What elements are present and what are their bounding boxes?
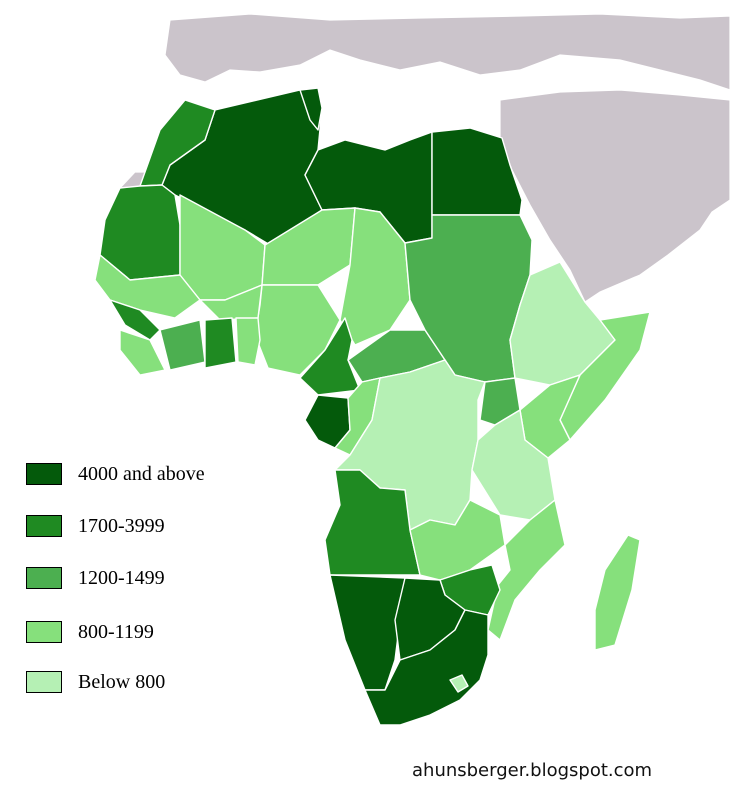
region-tunisia — [299, 87, 323, 131]
region-togo-benin — [235, 317, 261, 366]
europe-land — [164, 13, 731, 91]
legend-swatch — [26, 567, 62, 589]
region-madagascar — [594, 534, 641, 651]
legend-swatch — [26, 671, 62, 693]
legend-item: 1200-1499 — [26, 566, 165, 590]
legend-swatch — [26, 515, 62, 537]
region-zambia — [409, 499, 506, 581]
middle-east-land — [499, 89, 731, 303]
legend-swatch — [26, 463, 62, 485]
region-guinea — [109, 299, 161, 341]
region-south-africa — [364, 609, 489, 726]
region-tanzania — [471, 409, 556, 521]
credit-text: ahunsberger.blogspot.com — [412, 760, 653, 781]
region-burkina — [199, 284, 263, 321]
legend-item: 1700-3999 — [26, 514, 165, 538]
region-cote-divoire — [159, 319, 206, 371]
region-west-coast — [119, 329, 166, 376]
legend-label: 800-1199 — [78, 620, 154, 643]
region-ghana — [204, 317, 237, 369]
legend-label: 1200-1499 — [78, 566, 165, 589]
legend-label: 4000 and above — [78, 462, 205, 485]
legend-item: Below 800 — [26, 670, 165, 694]
region-senegal-area — [94, 254, 201, 319]
region-cameroon — [299, 317, 361, 396]
legend-item: 800-1199 — [26, 620, 154, 644]
legend-label: Below 800 — [78, 670, 166, 693]
legend-item: 4000 and above — [26, 462, 205, 486]
legend-swatch — [26, 621, 62, 643]
region-mozambique — [487, 499, 566, 641]
africa-countries — [94, 87, 651, 726]
legend-label: 1700-3999 — [78, 514, 165, 537]
region-lesotho — [449, 674, 469, 693]
